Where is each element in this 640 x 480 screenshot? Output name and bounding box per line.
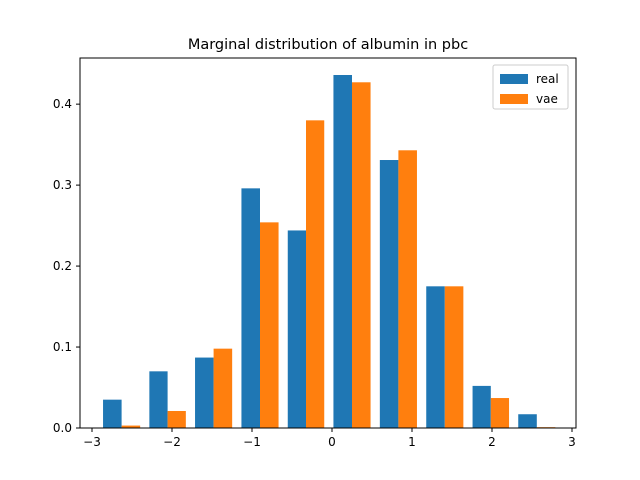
axes-layer: −3 −2 −1 0 1 2 3 0.0 0.1 0.2 0.3 0.4 (53, 57, 577, 449)
bar-real-2 (195, 357, 214, 428)
y-tick-label-0: 0.0 (53, 421, 72, 435)
legend: real vae (492, 64, 569, 110)
bar-real-7 (426, 286, 445, 428)
bar-vae-1 (167, 410, 186, 428)
bar-real-5 (333, 75, 352, 428)
legend-swatch-real (500, 74, 528, 84)
x-tick-label-6: 3 (568, 435, 576, 449)
x-tick-label-1: −2 (163, 435, 181, 449)
bar-real-8 (472, 385, 491, 428)
legend-swatch-vae (500, 94, 528, 104)
y-tick-label-3: 0.3 (53, 178, 72, 192)
chart-title: Marginal distribution of albumin in pbc (188, 37, 468, 53)
x-tick-label-3: 0 (328, 435, 336, 449)
bar-real-0 (103, 399, 122, 428)
x-tick-label-2: −1 (243, 435, 261, 449)
x-tick-label-4: 1 (408, 435, 416, 449)
bars-layer (103, 75, 556, 428)
bar-real-1 (149, 371, 168, 428)
legend-label-vae: vae (536, 92, 558, 106)
x-tick-label-5: 2 (488, 435, 496, 449)
y-tick-label-1: 0.1 (53, 340, 72, 354)
y-tick-label-4: 0.4 (53, 97, 72, 111)
bar-vae-0 (121, 425, 141, 428)
bar-vae-7 (444, 286, 464, 428)
bar-vae-2 (213, 348, 233, 428)
legend-label-real: real (536, 72, 559, 86)
bar-vae-5 (352, 82, 371, 428)
x-tick-label-0: −3 (83, 435, 101, 449)
bar-real-6 (379, 160, 399, 428)
bar-real-4 (287, 230, 306, 428)
y-tick-label-2: 0.2 (53, 259, 72, 273)
bar-vae-4 (306, 120, 325, 428)
bar-vae-3 (260, 222, 279, 428)
bar-real-3 (241, 188, 260, 428)
bar-real-9 (518, 414, 537, 428)
bar-vae-8 (490, 398, 510, 428)
bar-vae-6 (398, 150, 417, 428)
plot-frame (79, 57, 577, 429)
